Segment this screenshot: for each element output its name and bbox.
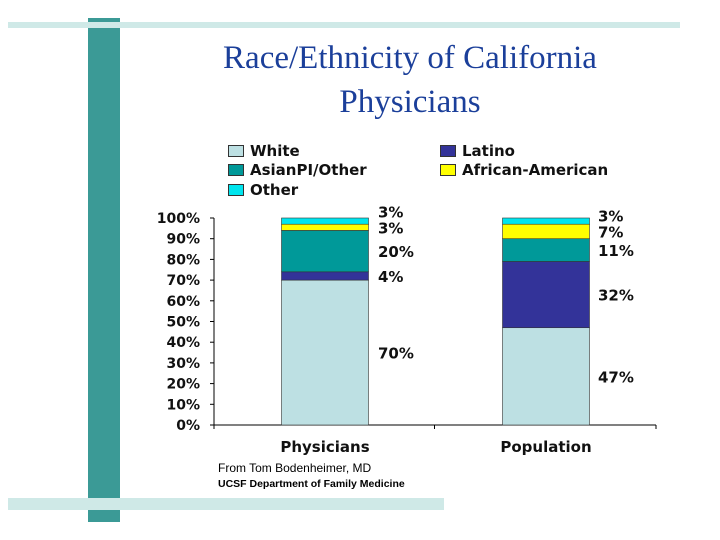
slide-title-line1: Race/Ethnicity of California [223,40,597,76]
data-label: 11% [598,242,634,260]
legend-label-white: White [250,142,300,160]
data-label: 47% [598,368,634,386]
y-tick-label: 50% [166,315,200,331]
credit-author: From Tom Bodenheimer, MD [218,461,372,475]
x-category-label: Population [500,438,591,456]
y-tick-label: 10% [166,397,200,413]
bar-segment [502,261,590,329]
slide-title: Race/Ethnicity of California Physicians [160,36,660,124]
legend-item-asian: AsianPI/Other [228,161,367,179]
bar-segment [502,327,590,426]
data-label: 20% [378,243,414,261]
y-tick-label: 100% [157,211,200,227]
legend-label-african-american: African-American [462,161,609,179]
data-label: 7% [598,223,623,241]
bar-segment [502,217,590,225]
legend-swatch-other [228,184,244,196]
legend-label-latino: Latino [462,142,515,160]
legend-item-latino: Latino [440,142,515,160]
bar-segment [502,223,590,240]
bottom-accent-line [8,498,444,510]
legend-swatch-african-american [440,164,456,176]
legend-item-african-american: African-American [440,161,608,179]
data-label: 32% [598,287,634,305]
bar-segment [281,217,369,225]
bar-segment [281,230,369,273]
credit-department: UCSF Department of Family Medicine [218,478,405,490]
y-tick-label: 30% [166,356,200,372]
bar-segment [502,238,590,262]
legend-item-white: White [228,142,300,160]
data-label: 3% [378,219,403,237]
data-label: 70% [378,345,414,363]
y-tick-label: 0% [176,418,200,434]
legend-swatch-white [228,145,244,157]
x-category-label: Physicians [280,438,369,456]
y-tick-label: 40% [166,335,200,351]
data-label: 4% [378,268,403,286]
y-tick-label: 80% [166,252,200,268]
left-accent-bar [88,18,120,522]
slide-title-line2: Physicians [339,84,481,120]
bar-segment [281,279,369,426]
legend-label-other: Other [250,181,299,199]
data-label: 3% [598,207,623,225]
legend-item-other: Other [228,181,298,199]
y-tick-label: 70% [166,273,200,289]
legend-swatch-latino [440,145,456,157]
bar-segment [281,271,369,281]
legend-swatch-asian [228,164,244,176]
y-tick-label: 20% [166,377,200,393]
data-label: 3% [378,203,403,221]
bar-segment [281,223,369,231]
legend-label-asian: AsianPI/Other [250,161,367,179]
y-tick-label: 90% [166,232,200,248]
y-tick-label: 60% [166,294,200,310]
top-accent-line [8,22,680,28]
